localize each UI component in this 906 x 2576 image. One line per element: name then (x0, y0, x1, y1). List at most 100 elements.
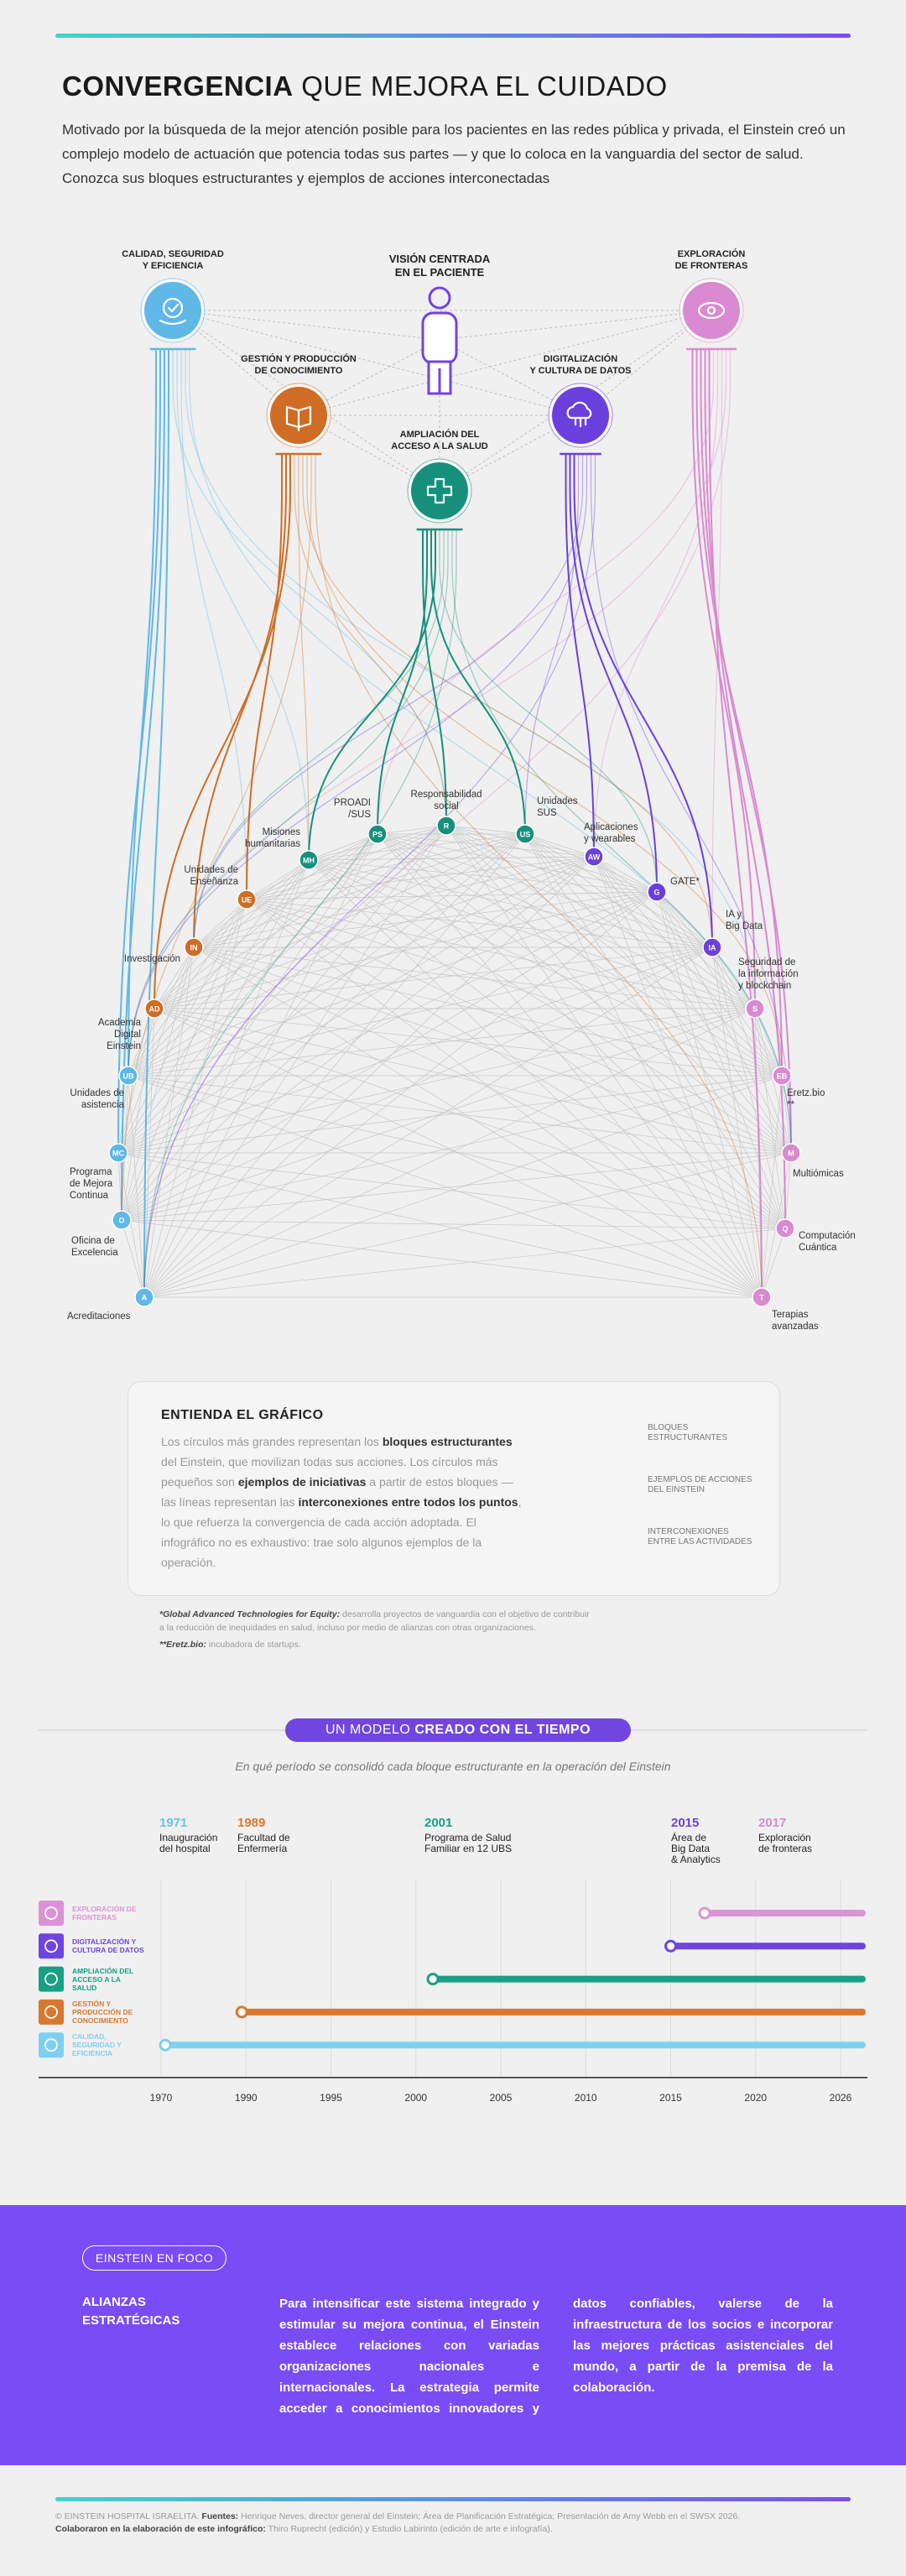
interconnection-line (121, 946, 713, 1221)
interconnection-line (445, 825, 756, 1009)
interconnection-line (445, 825, 786, 1229)
interconnection-line (128, 891, 658, 1077)
interconnection-line (246, 899, 783, 1077)
text: Los círculos más grandes representan los (161, 1435, 383, 1448)
label-line: Computación (799, 1231, 856, 1241)
action-abbr: US (520, 831, 531, 839)
interconnection-line (761, 1075, 783, 1298)
action-node (775, 1218, 795, 1238)
label-line: del hospital (159, 1843, 211, 1854)
action-label: Responsabilidad social (410, 789, 482, 812)
interconnection-line (377, 833, 595, 858)
block-label: GESTIÓN Y PRODUCCIÓN DE CONOCIMIENTO (241, 353, 357, 377)
interconnection-line (143, 946, 195, 1298)
interconnection-line (711, 946, 763, 1298)
action-abbr: EB (777, 1072, 788, 1081)
label-line: Digital (114, 1030, 141, 1040)
connector (193, 454, 287, 948)
legend-key: BLOQUES ESTRUCTURANTES (648, 1423, 728, 1442)
action-node (515, 824, 535, 844)
interconnection-line (711, 946, 756, 1009)
interconnection-line (154, 833, 526, 1009)
interconnection-line (761, 1228, 786, 1298)
interconnection-line (445, 825, 763, 1298)
action-node (781, 1143, 801, 1163)
milestone-year: 1971 (159, 1816, 188, 1830)
label-line: Programa de Salud (424, 1832, 512, 1843)
label-line: DE CONOCIMIENTO (254, 366, 343, 376)
connector (189, 349, 792, 1154)
milestone-year: 2015 (671, 1816, 700, 1830)
block-link (172, 310, 440, 492)
interconnection-line (524, 833, 783, 1077)
text-bold: bloques estructurantes (382, 1435, 513, 1448)
label-line: asistencia (81, 1100, 124, 1110)
action-node (108, 1143, 128, 1163)
text-bold: interconexiones entre todos los puntos (298, 1495, 518, 1509)
bottom-bar (55, 2497, 851, 2501)
action-node (436, 816, 456, 836)
interconnection-line (593, 856, 783, 1077)
interconnection-line (143, 1228, 786, 1298)
block-label: CALIDAD, SEGURIDAD Y EFICIENCIA (122, 248, 224, 272)
interconnection-line (193, 946, 756, 1009)
interconnection-line (754, 1008, 792, 1154)
label-line: Y CULTURA DE DATOS (529, 366, 632, 376)
action-label: Unidades SUS (537, 795, 578, 819)
connector (524, 454, 580, 835)
label-line: EXPLORACIÓN (677, 249, 746, 259)
connector (193, 454, 584, 948)
interconnection-line (143, 833, 378, 1298)
connector (143, 529, 457, 1298)
interconnection-line (121, 1008, 155, 1221)
label-line: GATE* (670, 877, 700, 887)
connector (593, 349, 719, 858)
label-line: Responsabilidad (410, 790, 482, 800)
footer-line: © EINSTEIN HOSPITAL ISRAELITA. Fuentes: … (55, 2511, 861, 2523)
label-line: Aplicaciones (584, 822, 638, 832)
legend-title: ENTIENDA EL GRÁFICO (161, 1408, 324, 1422)
milestone-year: 2017 (758, 1816, 787, 1830)
block-link (439, 310, 712, 341)
interconnection-line (128, 1075, 763, 1298)
series-name: CALIDAD, SEGURIDAD Y EFICIENCIA (72, 2032, 122, 2058)
interconnection-line (193, 946, 786, 1229)
icon (706, 305, 716, 315)
text-bold: Colaboraron en la elaboración de este in… (55, 2524, 266, 2534)
interconnection-line (445, 825, 526, 835)
interconnection-line (117, 859, 310, 1154)
interconnection-line (754, 1008, 783, 1077)
label-line: avanzadas (772, 1322, 819, 1332)
interconnection-line (117, 833, 526, 1154)
interconnection-line (593, 856, 756, 1009)
connector (439, 529, 658, 893)
interconnection-line (377, 833, 763, 1298)
series-icon-glyph (44, 1972, 58, 1986)
series-name: GESTIÓN Y PRODUCCIÓN DE CONOCIMIENTO (72, 1999, 133, 2025)
label-line: y wearables (584, 834, 636, 844)
interconnection-line (143, 856, 595, 1298)
label-line: ** (787, 1100, 794, 1110)
label-line: Big Data (726, 921, 763, 931)
action-label: GATE* (670, 876, 700, 888)
interconnection-line (117, 1152, 763, 1298)
interconnection-line (128, 825, 447, 1077)
interconnection-line (128, 1075, 786, 1229)
connector (193, 529, 445, 948)
label-line: y blockchain (738, 981, 792, 991)
label-line: la información (738, 969, 799, 979)
series-icon (39, 1901, 64, 1926)
connector (143, 454, 596, 1298)
action-node (584, 847, 604, 867)
interconnection-line (143, 859, 310, 1298)
footnote-term: **Eretz.bio: (159, 1640, 207, 1650)
connector (700, 349, 792, 1154)
legend-box (128, 1381, 780, 1596)
action-label: Terapias avanzadas (772, 1309, 819, 1332)
series-icon-glyph (44, 1906, 58, 1920)
interconnection-line (154, 1008, 792, 1154)
action-label: Aplicaciones y wearables (584, 821, 638, 845)
label-line: social (434, 801, 459, 811)
x-tick-label: 2010 (575, 2092, 597, 2104)
